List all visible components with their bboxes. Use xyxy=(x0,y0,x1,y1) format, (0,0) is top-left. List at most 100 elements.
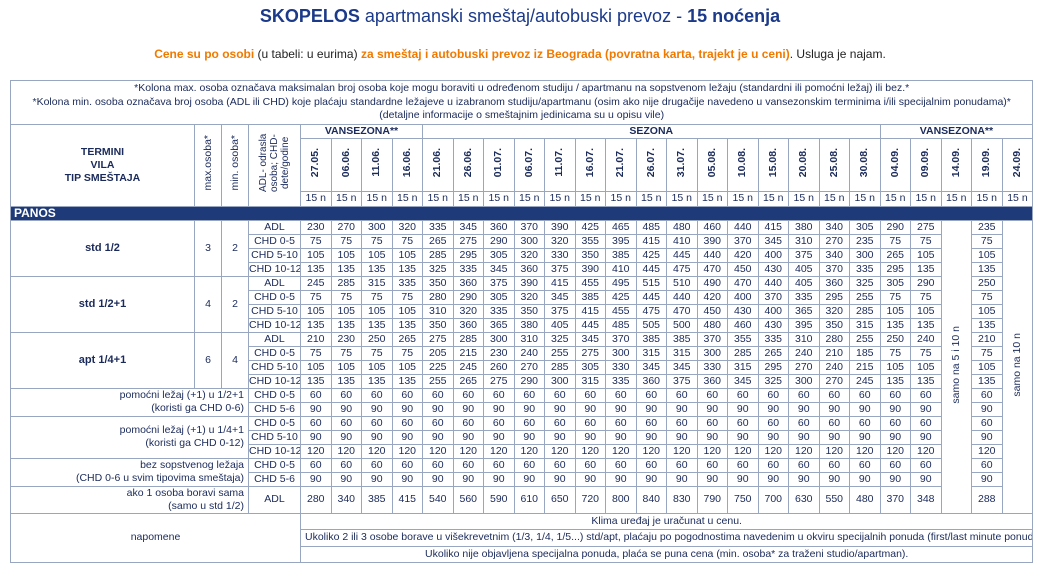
price-cell: 60 xyxy=(574,387,606,403)
price-cell: 60 xyxy=(696,457,728,473)
table-row: CHD 0-5 75 75 75 75 265 275 290 300 320 355 395 415 4… xyxy=(11,233,1033,249)
napomene-line: Ukoliko nije objavljena specijalna ponud… xyxy=(299,545,1034,563)
table-row: CHD 5-10 105 105 105 105 310 320 335 350 375 415 45… xyxy=(11,303,1033,319)
price-cell: 90 xyxy=(696,471,728,487)
price-cell: 515 xyxy=(635,275,667,291)
table-row: CHD 0-5 75 75 75 75 280 290 305 320 345 385 425 445 4… xyxy=(11,289,1033,305)
price-cell: 90 xyxy=(391,471,423,487)
price-cell: 90 xyxy=(727,429,759,445)
price-cell: 60 xyxy=(757,415,789,431)
table-row: CHD 10-12 135 135 135 135 255 265 275 290 300 315 3… xyxy=(11,373,1033,389)
price-cell: 360 xyxy=(818,275,850,291)
date-label: 26.07. xyxy=(644,147,657,178)
date-cell: 11.06. xyxy=(361,137,393,192)
price-cell: 120 xyxy=(300,443,332,459)
price-cell: 350 xyxy=(513,303,545,319)
price-cell: 60 xyxy=(971,457,1003,473)
price-cell: 370 xyxy=(513,219,545,235)
price-cell: 90 xyxy=(391,401,423,417)
price-cell: 90 xyxy=(788,429,820,445)
price-cell: 800 xyxy=(605,485,637,514)
price-cell: 285 xyxy=(727,345,759,361)
price-cell: 90 xyxy=(483,471,515,487)
price-cell: 60 xyxy=(330,415,362,431)
price-cell: 630 xyxy=(788,485,820,514)
price-cell: 300 xyxy=(544,373,576,389)
price-cell: 90 xyxy=(635,401,667,417)
nights-cell: 15 n xyxy=(483,190,515,207)
date-cell: 25.08. xyxy=(818,137,850,192)
extra-row: pomoćni ležaj (+1) u 1/2+1 (koristi ga CH… xyxy=(10,387,1033,417)
period-vansezona-2: VANSEZONA** xyxy=(879,123,1034,139)
price-cell: 360 xyxy=(452,317,484,333)
price-cell: 60 xyxy=(605,457,637,473)
price-cell: 60 xyxy=(849,387,881,403)
price-cell: 90 xyxy=(757,429,789,445)
price-cell: 60 xyxy=(544,415,576,431)
price-cell: 305 xyxy=(574,359,606,375)
price-cell: 305 xyxy=(483,247,515,263)
price-cell: 365 xyxy=(788,303,820,319)
price-cell: 230 xyxy=(483,345,515,361)
header-termini: TERMINI VILA TIP SMEŠTAJA xyxy=(10,123,195,207)
price-cell: 235 xyxy=(849,233,881,249)
price-cell: 315 xyxy=(849,317,881,333)
price-cell: 105 xyxy=(910,247,942,263)
price-cell: 90 xyxy=(818,471,850,487)
date-label: 16.06. xyxy=(400,147,413,178)
date-label: 30.08. xyxy=(858,147,871,178)
date-label: 06.06. xyxy=(339,147,352,178)
price-cell: 120 xyxy=(452,443,484,459)
price-cell: 285 xyxy=(422,247,454,263)
price-cell: 90 xyxy=(849,429,881,445)
price-cell: 105 xyxy=(971,303,1003,319)
price-cell: 320 xyxy=(391,219,423,235)
nights-cell: 15 n xyxy=(910,190,942,207)
price-cell: 60 xyxy=(727,387,759,403)
date-cell: 09.09. xyxy=(910,137,942,192)
price-cell: 135 xyxy=(300,373,332,389)
price-cell: 90 xyxy=(605,401,637,417)
price-cell: 400 xyxy=(757,247,789,263)
date-label: 25.08. xyxy=(827,147,840,178)
price-cell: 60 xyxy=(666,415,698,431)
price-cell: 60 xyxy=(513,457,545,473)
date-label: 27.05. xyxy=(309,147,322,178)
price-cell: 490 xyxy=(696,275,728,291)
price-cell: 345 xyxy=(757,233,789,249)
page-title: SKOPELOS apartmanski smeštaj/autobuski p… xyxy=(259,6,781,26)
price-cell: 225 xyxy=(422,359,454,375)
price-cell: 350 xyxy=(422,275,454,291)
price-cell: 315 xyxy=(666,345,698,361)
price-cell: 90 xyxy=(666,401,698,417)
price-cell: 90 xyxy=(330,429,362,445)
price-cell: 90 xyxy=(330,471,362,487)
price-cell: 290 xyxy=(483,233,515,249)
price-cell: 135 xyxy=(971,261,1003,277)
price-cell: 345 xyxy=(483,261,515,277)
price-cell: 285 xyxy=(452,331,484,347)
price-cell: 105 xyxy=(910,303,942,319)
price-cell: 315 xyxy=(361,275,393,291)
price-cell: 135 xyxy=(971,317,1003,333)
table-row: std 1/2 3 2 ADL 230 270 300 320 335 345 360 370 390 4… xyxy=(10,219,1034,514)
price-cell: 320 xyxy=(513,289,545,305)
vertical-note-col24: samo na 10 n xyxy=(1001,219,1034,514)
price-cell: 75 xyxy=(300,345,332,361)
price-cell: 60 xyxy=(788,387,820,403)
date-cell: 26.06. xyxy=(452,137,484,192)
note-line: *Kolona min. osoba označava broj osoba (… xyxy=(32,95,1011,108)
date-cell: 24.09. xyxy=(1001,137,1034,192)
date-label: 21.07. xyxy=(614,147,627,178)
price-cell: 420 xyxy=(727,247,759,263)
price-cell: 445 xyxy=(666,247,698,263)
price-cell: 415 xyxy=(757,219,789,235)
price-cell: 135 xyxy=(300,261,332,277)
table-row: CHD 10-12 135 135 135 135 350 360 365 380 405 445 4… xyxy=(11,317,1033,333)
price-cell: 60 xyxy=(391,457,423,473)
date-cell: 05.08. xyxy=(696,137,728,192)
age-label: ADL xyxy=(248,331,301,347)
price-cell: 90 xyxy=(971,429,1003,445)
price-cell: 440 xyxy=(666,289,698,305)
vertical-note-col14: samo na 5 i 10 n xyxy=(940,219,972,514)
